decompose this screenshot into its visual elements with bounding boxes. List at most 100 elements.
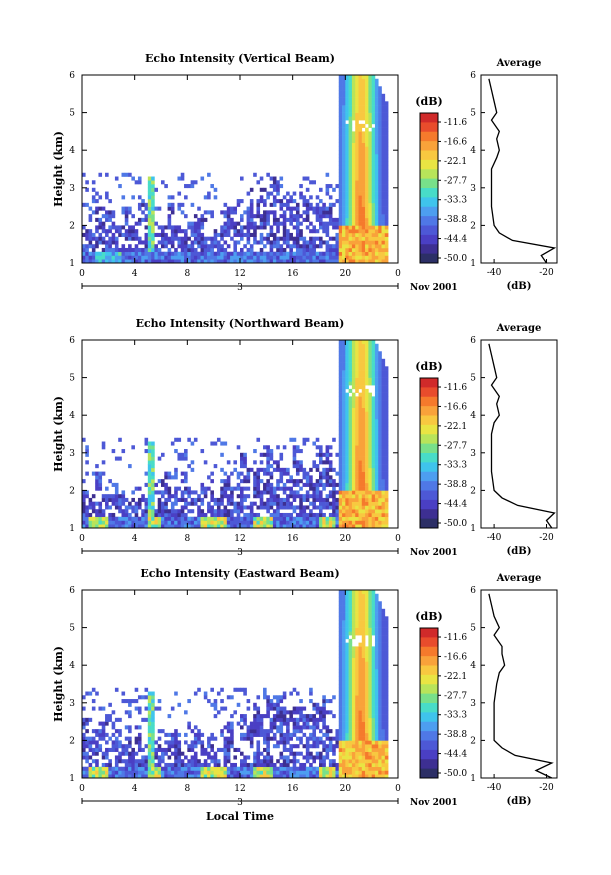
heatmap-cell — [256, 770, 261, 775]
heatmap-cell — [384, 426, 389, 431]
heatmap-cell — [365, 418, 369, 424]
heatmap-cell — [187, 494, 191, 499]
heatmap-cell — [358, 699, 363, 704]
heatmap-cell — [325, 520, 330, 525]
heatmap-cell — [98, 255, 103, 260]
heatmap-cell — [230, 770, 234, 775]
heatmap-cell — [197, 236, 201, 241]
heatmap-cell — [282, 706, 287, 711]
heatmap-cell — [378, 381, 382, 386]
heatmap-cell — [365, 597, 369, 602]
heatmap-cell — [147, 744, 152, 749]
heatmap-cell — [338, 105, 343, 110]
heatmap-cell — [348, 217, 353, 222]
heatmap-cell — [193, 236, 198, 241]
heatmap-cell — [272, 221, 277, 226]
heatmap-cell — [332, 774, 336, 779]
heatmap-cell — [371, 441, 376, 446]
heatmap-cell — [230, 259, 234, 264]
heatmap-cell — [114, 505, 119, 510]
heatmap-cell — [319, 456, 323, 461]
heatmap-cell — [220, 509, 224, 514]
heatmap-cell — [253, 766, 257, 771]
heatmap-cell — [256, 202, 261, 207]
heatmap-cell — [358, 684, 363, 689]
heatmap-cell — [305, 217, 310, 222]
heatmap-cell — [342, 214, 346, 219]
heatmap-cell — [88, 255, 93, 260]
heatmap-cell — [358, 340, 363, 345]
heatmap-cell — [147, 236, 152, 241]
heatmap-cell — [216, 232, 221, 237]
heatmap-cell — [220, 520, 224, 525]
heatmap-cell — [177, 509, 182, 514]
colorbar-swatch — [420, 188, 438, 198]
heatmap-cell — [200, 247, 205, 253]
heatmap-cell — [124, 762, 129, 768]
heatmap-cell — [289, 759, 293, 764]
heatmap-cell — [111, 732, 116, 737]
heatmap-cell — [282, 736, 287, 741]
heatmap-cell — [368, 623, 372, 628]
heatmap-cell — [111, 524, 116, 529]
heatmap-cell — [177, 759, 182, 764]
heatmap-cell — [161, 774, 165, 779]
heatmap-cell — [131, 759, 135, 764]
heatmap-cell — [249, 729, 254, 734]
heatmap-cell — [256, 206, 261, 211]
heatmap-cell — [361, 116, 366, 121]
heatmap-cell — [167, 206, 172, 211]
heatmap-cell — [332, 497, 336, 502]
heatmap-cell — [111, 774, 116, 779]
heatmap-cell — [365, 358, 369, 363]
heatmap-cell — [187, 744, 191, 749]
heatmap-cell — [299, 501, 303, 506]
heatmap-cell — [88, 766, 93, 771]
heatmap-cell — [358, 422, 363, 427]
heatmap-cell — [355, 449, 359, 454]
heatmap-cell — [345, 340, 349, 345]
heatmap-cell — [351, 229, 356, 234]
heatmap-cell — [243, 520, 247, 525]
heatmap-cell — [184, 184, 188, 189]
heatmap-cell — [167, 225, 172, 230]
heatmap-cell — [131, 509, 135, 514]
heatmap-cell — [378, 524, 382, 529]
heatmap-cell — [365, 524, 369, 529]
heatmap-cell — [85, 445, 89, 450]
heatmap-cell — [309, 494, 313, 499]
heatmap-cell — [184, 236, 188, 241]
heatmap-cell — [348, 710, 353, 715]
heatmap-cell — [193, 437, 198, 442]
heatmap-cell — [355, 736, 359, 741]
heatmap-cell — [147, 512, 152, 518]
heatmap-cell — [276, 259, 280, 264]
heatmap-cell — [338, 75, 343, 80]
heatmap-cell — [151, 702, 155, 707]
heatmap-cell — [315, 437, 320, 442]
heatmap-cell — [85, 452, 89, 457]
heatmap-cell — [355, 411, 359, 416]
heatmap-cell — [177, 770, 182, 775]
heatmap-cell — [276, 486, 280, 491]
heatmap-cell — [361, 490, 366, 495]
heatmap-cell — [177, 206, 182, 211]
heatmap-cell — [355, 343, 359, 348]
heatmap-cell — [338, 123, 343, 128]
heatmap-cell — [384, 206, 389, 211]
heatmap-cell — [378, 486, 382, 491]
heatmap-cell — [131, 255, 135, 260]
heatmap-cell — [315, 725, 320, 730]
heatmap-cell — [193, 232, 198, 237]
y-tick-label: 2 — [69, 221, 75, 231]
heatmap-cell — [348, 676, 353, 681]
heatmap-cell — [351, 415, 356, 420]
heatmap-cell — [207, 195, 211, 200]
heatmap-cell — [187, 259, 191, 264]
heatmap-cell — [361, 736, 366, 741]
heatmap-cell — [197, 505, 201, 510]
heatmap-cell — [137, 221, 142, 226]
heatmap-cell — [226, 225, 231, 230]
heatmap-cell — [361, 475, 366, 480]
heatmap-cell — [184, 516, 188, 521]
